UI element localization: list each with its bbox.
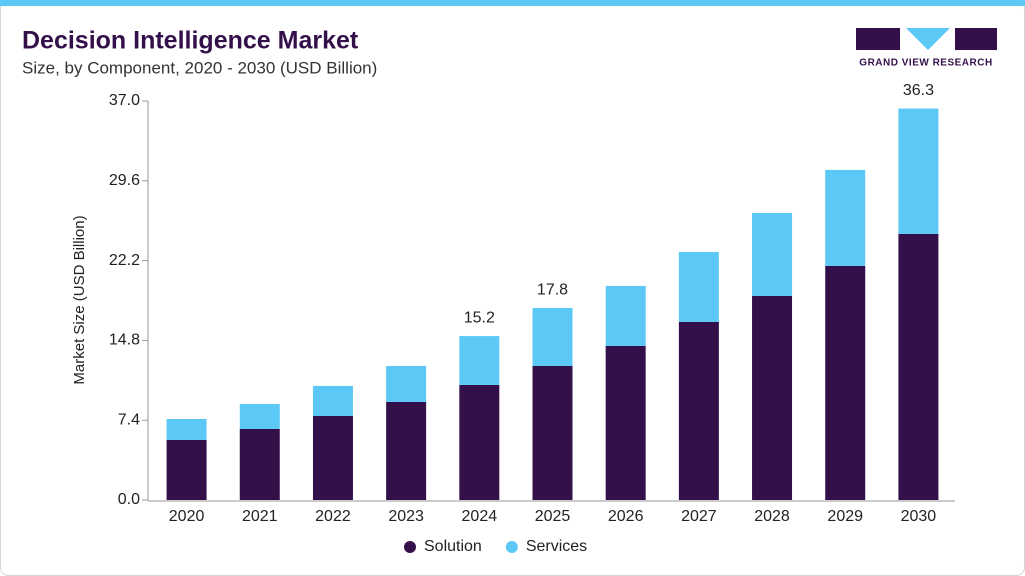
logo: GRAND VIEW RESEARCH — [856, 28, 997, 69]
bar-segment — [386, 365, 427, 402]
x-tick-label: 2030 — [901, 508, 937, 525]
bar-segment — [459, 384, 500, 500]
logo-block — [856, 28, 900, 50]
bar-segment — [166, 419, 207, 440]
logo-triangle — [906, 28, 950, 50]
legend-label: Solution — [424, 538, 482, 555]
bar-segment — [605, 285, 646, 346]
top-band — [0, 0, 1025, 6]
logo-block — [955, 28, 997, 50]
bar-segment — [239, 428, 280, 500]
bar-segment — [825, 265, 866, 500]
bar-segment — [386, 401, 427, 500]
y-tick-label: 14.8 — [109, 332, 140, 349]
x-tick-label: 2027 — [681, 508, 717, 525]
y-tick-label: 37.0 — [109, 92, 140, 109]
legend-swatch — [404, 541, 416, 553]
chart-subtitle: Size, by Component, 2020 - 2030 (USD Bil… — [22, 58, 377, 77]
bar-segment — [898, 108, 939, 234]
total-label: 36.3 — [903, 82, 934, 99]
y-tick-label: 22.2 — [109, 252, 140, 269]
legend-swatch — [505, 541, 518, 553]
x-tick-label: 2023 — [388, 508, 424, 525]
logo-text: GRAND VIEW RESEARCH — [859, 58, 992, 69]
bar-segment — [678, 321, 719, 500]
x-tick-label: 2021 — [242, 508, 278, 525]
bar-segment — [898, 233, 939, 501]
bar-segment — [459, 336, 500, 385]
total-label: 17.8 — [537, 281, 568, 298]
bar-segment — [678, 251, 719, 322]
x-tick-label: 2022 — [315, 508, 351, 525]
x-tick-label: 2024 — [462, 508, 498, 525]
bar-segment — [312, 415, 353, 500]
bar-segment — [752, 295, 793, 500]
y-tick-label: 0.0 — [118, 491, 140, 508]
bar-segment — [605, 345, 646, 500]
bar-segment — [532, 308, 573, 366]
bar-segment — [752, 212, 793, 296]
chart-title: Decision Intelligence Market — [22, 27, 359, 55]
bar-segment — [239, 404, 280, 429]
x-tick-label: 2029 — [827, 508, 863, 525]
bar-segment — [166, 439, 207, 500]
bar-segment — [312, 385, 353, 416]
total-label: 15.2 — [464, 309, 495, 326]
legend-label: Services — [526, 538, 587, 555]
bar-segment — [825, 169, 866, 266]
bar-segment — [532, 365, 573, 500]
y-axis-label: Market Size (USD Billion) — [71, 215, 88, 384]
x-tick-label: 2020 — [169, 508, 205, 525]
y-tick-label: 7.4 — [118, 411, 140, 428]
y-tick-label: 29.6 — [109, 172, 140, 189]
x-tick-label: 2026 — [608, 508, 644, 525]
x-tick-label: 2025 — [535, 508, 571, 525]
x-tick-label: 2028 — [754, 508, 790, 525]
